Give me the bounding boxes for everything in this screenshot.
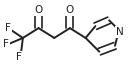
Text: O: O (34, 6, 43, 16)
Text: F: F (16, 52, 22, 62)
Text: N: N (116, 27, 124, 37)
Text: F: F (5, 23, 11, 33)
Text: F: F (3, 39, 9, 49)
Text: O: O (66, 6, 74, 16)
